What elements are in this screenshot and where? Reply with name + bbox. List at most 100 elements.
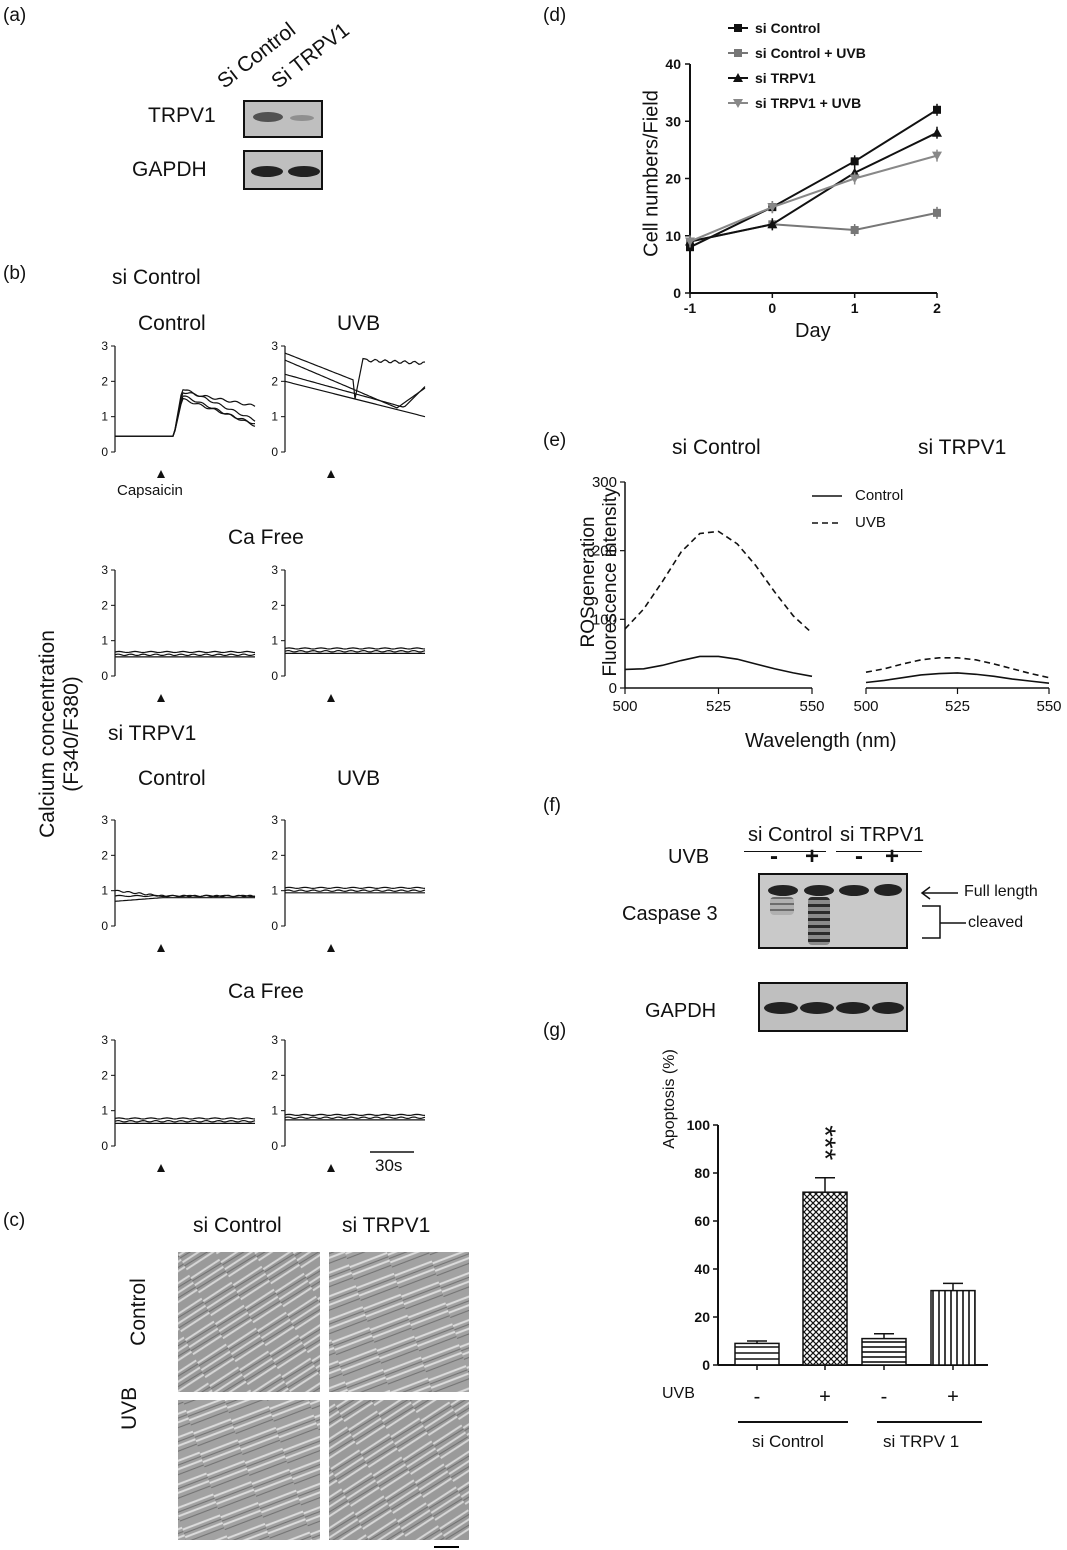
ros-ytick-label-3: 300 <box>592 474 617 491</box>
ros-xtick-label-si-control-1: 525 <box>706 698 731 715</box>
apoptosis-group-line-2 <box>877 1421 982 1423</box>
panel-label-g: (g) <box>543 1020 567 1041</box>
trace-ytick-label-3-1: 1 <box>271 634 278 648</box>
trace-flat-2-1 <box>114 650 256 654</box>
caspase-annotations <box>920 886 966 939</box>
growth-xtick-label-0: -1 <box>684 300 697 316</box>
col-uvb: UVB <box>337 312 381 335</box>
ros-xlabel: Wavelength (nm) <box>745 730 897 752</box>
caspase3-blot <box>758 873 908 949</box>
ros-xtick-label-si-trpv1-0: 500 <box>853 698 878 715</box>
cleaved-bracket <box>922 905 941 939</box>
apoptosis-bar-0 <box>734 1342 780 1366</box>
trace-ytick-label-3-2: 2 <box>271 598 278 612</box>
caspase3-row: Caspase 3 <box>622 903 718 925</box>
ros-line-control-si-trpv1 <box>865 672 1050 684</box>
apoptosis-ytick-label-3: 60 <box>694 1213 710 1229</box>
annot-cleaved: cleaved <box>968 914 1024 931</box>
blot-row-trpv1: TRPV1 <box>148 104 216 127</box>
ros-xtick-label-si-control-0: 500 <box>612 698 637 715</box>
trace-ytick-label-2-1: 1 <box>101 634 108 648</box>
trace-ytick-label-1-1: 1 <box>271 410 278 424</box>
stimulus-marker-5 <box>327 944 335 952</box>
growth-point-3-2 <box>849 174 860 184</box>
growth-legend-label-3: si TRPV1 + UVB <box>755 95 861 111</box>
apoptosis-category-2: - <box>881 1386 888 1408</box>
trace-ytick-label-2-2: 2 <box>101 598 108 612</box>
apoptosis-ytick-label-2: 40 <box>694 1261 710 1277</box>
stimulus-marker-4 <box>157 944 165 952</box>
trace-flat-7-1 <box>284 1113 426 1117</box>
panel-label-f: (f) <box>543 795 561 816</box>
ros-line-uvb-si-control <box>624 530 813 634</box>
growth-ytick-label-3: 30 <box>665 113 681 129</box>
trace-ytick-label-7-1: 1 <box>271 1104 278 1118</box>
trace-ytick-label-1-0: 0 <box>271 445 278 459</box>
apoptosis-uvb-label: UVB <box>662 1385 695 1402</box>
trace-ytick-label-0-1: 1 <box>101 410 108 424</box>
apoptosis-category-3: + <box>947 1386 959 1408</box>
stimulus-marker-7 <box>327 1164 335 1172</box>
stimulus-marker-1 <box>327 470 335 478</box>
growth-point-0-3 <box>933 105 941 114</box>
trace-ytick-label-0-0: 0 <box>101 445 108 459</box>
growth-ytick-label-0: 0 <box>673 285 681 301</box>
ros-title-si-trpv1: si TRPV1 <box>918 436 1007 459</box>
ros-line-uvb-si-trpv1 <box>865 656 1050 679</box>
growth-xtick-label-3: 2 <box>933 300 941 316</box>
trpv1-blot <box>243 100 323 138</box>
apoptosis-group-line-1 <box>738 1421 848 1423</box>
growth-legend-label-1: si Control + UVB <box>755 45 866 61</box>
caspase-sign-3: - <box>855 843 863 870</box>
trace-flat-7-0 <box>284 1116 426 1120</box>
col-control-2: Control <box>138 767 206 790</box>
growth-line-2 <box>689 131 938 243</box>
micro-col-si-trpv1: si TRPV1 <box>342 1214 431 1237</box>
growth-legend-marker-0 <box>734 24 742 32</box>
trace-trpv1-2 <box>114 894 256 898</box>
caspase-uvb-label: UVB <box>668 846 710 868</box>
panel-label-c: (c) <box>3 1210 26 1231</box>
group-si-trpv1: si TRPV1 <box>108 722 197 745</box>
growth-xtick-label-2: 1 <box>851 300 859 316</box>
trace-ytick-label-1-2: 2 <box>271 374 278 388</box>
ros-xtick-label-si-trpv1-1: 525 <box>945 698 970 715</box>
growth-point-2-1 <box>767 219 778 229</box>
ros-title-si-control: si Control <box>672 436 761 459</box>
stimulus-marker-6 <box>157 1164 165 1172</box>
growth-legend-label-2: si TRPV1 <box>755 70 816 86</box>
caspase-group-line-1 <box>744 851 826 852</box>
growth-point-1-3 <box>933 208 941 217</box>
growth-legend-marker-2 <box>733 73 743 82</box>
trace-uvb-2 <box>284 373 426 408</box>
ca-free-1: Ca Free <box>228 526 304 549</box>
caspase-group-line-2 <box>836 851 922 852</box>
caspase-group-si-trpv1: si TRPV1 <box>840 824 925 846</box>
growth-point-3-3 <box>932 151 942 161</box>
trace-ytick-label-7-0: 0 <box>271 1139 278 1153</box>
trace-ytick-label-4-3: 3 <box>101 813 108 827</box>
ros-ytick-label-0: 0 <box>609 680 617 697</box>
trace-flat-2-0 <box>114 653 256 657</box>
caspase-gapdh-blot <box>758 982 908 1032</box>
ros-ytick-label-2: 200 <box>592 543 617 560</box>
col-uvb-2: UVB <box>337 767 381 790</box>
trace-flat-5-0 <box>284 889 426 893</box>
ca-free-2: Ca Free <box>228 980 304 1003</box>
growth-legend-marker-1 <box>734 49 742 57</box>
growth-ytick-label-2: 20 <box>665 171 681 187</box>
apoptosis-bar-1 <box>802 1191 848 1366</box>
trace-control-3 <box>115 397 256 437</box>
trace-ytick-label-6-1: 1 <box>101 1104 108 1118</box>
trace-flat-6-1 <box>114 1117 256 1120</box>
apoptosis-group-si-control: si Control <box>752 1432 824 1451</box>
apoptosis-category-1: + <box>819 1386 831 1408</box>
apoptosis-category-0: - <box>754 1386 761 1408</box>
trace-ytick-label-7-3: 3 <box>271 1033 278 1047</box>
trace-ytick-label-4-0: 0 <box>101 919 108 933</box>
ros-legend-control: Control <box>855 487 904 504</box>
trace-flat-6-0 <box>114 1119 256 1123</box>
ros-line-control-si-control <box>624 655 813 678</box>
apoptosis-bar-2 <box>861 1337 907 1366</box>
